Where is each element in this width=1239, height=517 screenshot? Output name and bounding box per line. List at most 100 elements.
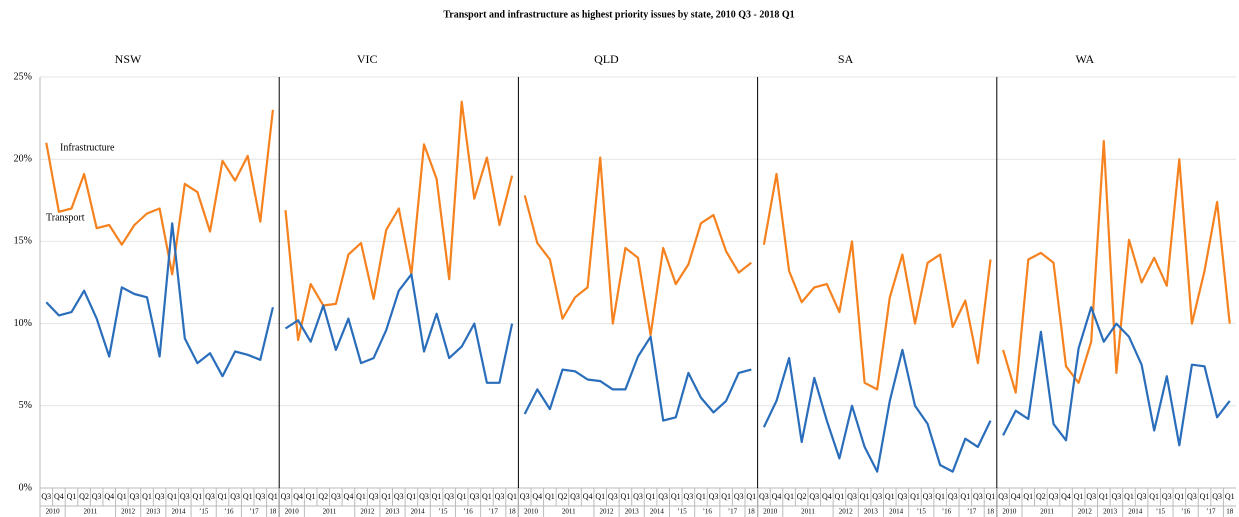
x-tick-label: Q3 xyxy=(683,492,693,501)
x-group-label: 2012 xyxy=(121,508,136,516)
x-tick-label: Q3 xyxy=(1162,492,1172,501)
x-tick-label: Q2 xyxy=(797,492,807,501)
x-tick-label: Q3 xyxy=(41,492,51,501)
x-group-label: ’15 xyxy=(917,508,927,516)
x-tick-label: Q1 xyxy=(1225,492,1235,501)
x-tick-label: Q3 xyxy=(570,492,580,501)
x-group-label: 2014 xyxy=(171,508,186,516)
x-group-label: 2012 xyxy=(1078,508,1093,516)
panel-title: WA xyxy=(1075,52,1094,66)
x-group-label: 2014 xyxy=(889,508,904,516)
x-group-label: ’15 xyxy=(677,508,687,516)
series-line xyxy=(45,222,274,378)
panel-title: VIC xyxy=(357,52,378,66)
series-label: Infrastructure xyxy=(60,142,115,153)
x-tick-label: Q1 xyxy=(910,492,920,501)
x-tick-label: Q3 xyxy=(92,492,102,501)
x-tick-label: Q4 xyxy=(532,492,542,501)
x-group-label: 2010 xyxy=(763,508,778,516)
x-group-label: 2011 xyxy=(801,508,815,516)
x-group-label: 18 xyxy=(269,508,277,516)
x-group-label: 2013 xyxy=(386,508,401,516)
x-tick-label: Q1 xyxy=(986,492,996,501)
x-tick-label: Q1 xyxy=(406,492,416,501)
x-tick-label: Q4 xyxy=(822,492,832,501)
x-group-label: ’16 xyxy=(1181,508,1191,516)
x-tick-label: Q1 xyxy=(1023,492,1033,501)
x-tick-label: Q3 xyxy=(809,492,819,501)
x-group-label: ’17 xyxy=(489,508,499,516)
x-group-label: 2011 xyxy=(323,508,337,516)
series-line xyxy=(762,348,992,473)
x-tick-label: Q1 xyxy=(1099,492,1109,501)
x-tick-label: Q1 xyxy=(243,492,253,501)
x-group-label: ’15 xyxy=(1156,508,1166,516)
x-tick-label: Q1 xyxy=(885,492,895,501)
x-tick-label: Q1 xyxy=(935,492,945,501)
x-tick-label: Q1 xyxy=(432,492,442,501)
y-tick-label: 20% xyxy=(14,153,32,164)
x-tick-label: Q1 xyxy=(507,492,517,501)
x-tick-label: Q1 xyxy=(646,492,656,501)
x-tick-label: Q1 xyxy=(306,492,316,501)
x-tick-label: Q3 xyxy=(633,492,643,501)
x-group-label: 2013 xyxy=(146,508,161,516)
x-group-label: 2013 xyxy=(1103,508,1118,516)
y-tick-label: 5% xyxy=(19,400,32,411)
x-group-label: 18 xyxy=(748,508,756,516)
x-tick-label: Q3 xyxy=(155,492,165,501)
x-group-label: 2010 xyxy=(46,508,61,516)
x-tick-label: Q1 xyxy=(1200,492,1210,501)
x-tick-label: Q1 xyxy=(721,492,731,501)
x-group-label: 2012 xyxy=(839,508,854,516)
y-tick-label: 10% xyxy=(14,318,32,329)
x-group-label: 2013 xyxy=(625,508,640,516)
x-tick-label: Q3 xyxy=(759,492,769,501)
x-tick-label: Q1 xyxy=(218,492,228,501)
x-tick-label: Q1 xyxy=(746,492,756,501)
x-group-label: 2011 xyxy=(83,508,97,516)
x-tick-label: Q1 xyxy=(621,492,631,501)
x-tick-label: Q3 xyxy=(847,492,857,501)
x-group-label: ’16 xyxy=(703,508,713,516)
x-tick-label: Q2 xyxy=(79,492,89,501)
x-group-label: 2014 xyxy=(1128,508,1143,516)
x-tick-label: Q1 xyxy=(1149,492,1159,501)
x-group-label: ’17 xyxy=(1206,508,1216,516)
x-tick-label: Q1 xyxy=(167,492,177,501)
x-tick-label: Q1 xyxy=(142,492,152,501)
x-tick-label: Q3 xyxy=(281,492,291,501)
x-tick-label: Q4 xyxy=(1011,492,1021,501)
x-tick-label: Q3 xyxy=(394,492,404,501)
x-tick-label: Q3 xyxy=(1187,492,1197,501)
x-tick-label: Q3 xyxy=(872,492,882,501)
x-tick-label: Q1 xyxy=(482,492,492,501)
x-tick-label: Q1 xyxy=(192,492,202,501)
x-group-label: 2014 xyxy=(650,508,665,516)
x-tick-label: Q1 xyxy=(117,492,127,501)
x-tick-label: Q1 xyxy=(457,492,467,501)
x-tick-label: Q4 xyxy=(772,492,782,501)
x-tick-label: Q3 xyxy=(709,492,719,501)
panel-title: SA xyxy=(838,52,854,66)
y-tick-label: 15% xyxy=(14,236,32,247)
x-tick-label: Q3 xyxy=(1112,492,1122,501)
x-group-label: 18 xyxy=(987,508,995,516)
x-group-label: ’15 xyxy=(199,508,209,516)
x-tick-label: Q3 xyxy=(1049,492,1059,501)
x-group-label: ’17 xyxy=(249,508,259,516)
x-tick-label: Q1 xyxy=(696,492,706,501)
x-group-label: 2010 xyxy=(524,508,539,516)
x-tick-label: Q4 xyxy=(104,492,114,501)
x-tick-label: Q3 xyxy=(419,492,429,501)
x-tick-label: Q1 xyxy=(671,492,681,501)
x-tick-label: Q2 xyxy=(318,492,328,501)
x-group-label: 18 xyxy=(509,508,517,516)
series-line xyxy=(523,335,752,422)
x-tick-label: Q1 xyxy=(545,492,555,501)
x-tick-label: Q3 xyxy=(520,492,530,501)
x-tick-label: Q3 xyxy=(1086,492,1096,501)
x-group-label: ’15 xyxy=(438,508,448,516)
series-line xyxy=(762,172,992,391)
